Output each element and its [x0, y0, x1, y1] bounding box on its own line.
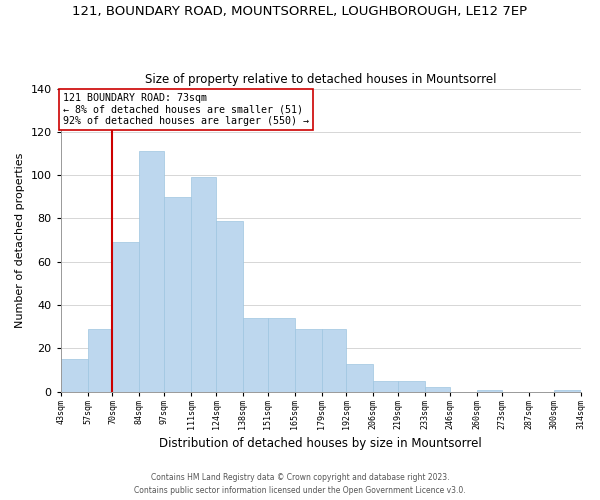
X-axis label: Distribution of detached houses by size in Mountsorrel: Distribution of detached houses by size … [159, 437, 482, 450]
Title: Size of property relative to detached houses in Mountsorrel: Size of property relative to detached ho… [145, 73, 496, 86]
Bar [477, 390, 502, 392]
Bar [61, 359, 88, 392]
Bar [139, 152, 164, 392]
Text: 121, BOUNDARY ROAD, MOUNTSORREL, LOUGHBOROUGH, LE12 7EP: 121, BOUNDARY ROAD, MOUNTSORREL, LOUGHBO… [73, 5, 527, 18]
Bar [216, 220, 243, 392]
Bar [164, 197, 191, 392]
Bar [112, 242, 139, 392]
Y-axis label: Number of detached properties: Number of detached properties [15, 152, 25, 328]
Bar [322, 329, 346, 392]
Text: 121 BOUNDARY ROAD: 73sqm
← 8% of detached houses are smaller (51)
92% of detache: 121 BOUNDARY ROAD: 73sqm ← 8% of detache… [62, 93, 308, 126]
Bar [268, 318, 295, 392]
Bar [398, 381, 425, 392]
Bar [554, 390, 581, 392]
Bar [425, 388, 450, 392]
Bar [243, 318, 268, 392]
Text: Contains HM Land Registry data © Crown copyright and database right 2023.
Contai: Contains HM Land Registry data © Crown c… [134, 474, 466, 495]
Bar [295, 329, 322, 392]
Bar [88, 329, 112, 392]
Bar [346, 364, 373, 392]
Bar [373, 381, 398, 392]
Bar [191, 178, 216, 392]
